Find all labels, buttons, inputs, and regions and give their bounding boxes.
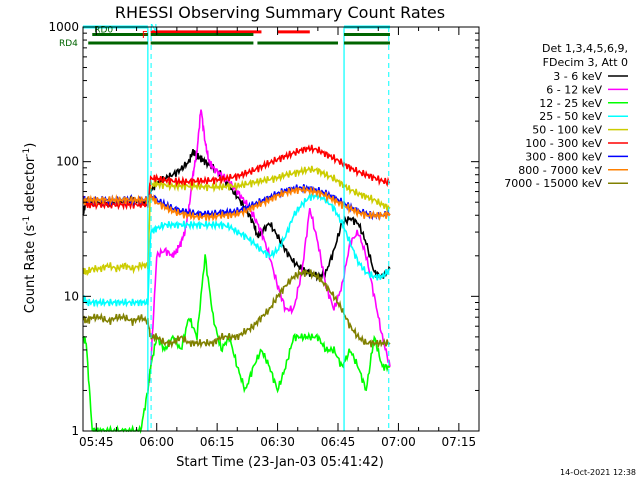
series-line-25-50-kev [82, 191, 391, 308]
y-axis-label-sup2: -1 [22, 148, 32, 157]
y-axis-label-mid: detector [23, 156, 38, 216]
y-axis: 1 10 100 1000 [48, 20, 479, 438]
series-line-50-100-kev [82, 165, 391, 276]
rd0-flag-label: RD0 [94, 25, 113, 35]
y-tick-label: 100 [56, 155, 79, 169]
series-line-6-12-kev [147, 109, 391, 391]
x-axis: 05:45 06:00 06:15 06:30 06:45 07:00 07:15 [79, 27, 480, 449]
legend-entry-label: 6 - 12 keV [546, 83, 602, 96]
legend-entry-label: 12 - 25 keV [539, 97, 602, 110]
chart-title: RHESSI Observing Summary Count Rates [115, 3, 445, 22]
series-line-100-300-kev [82, 144, 391, 211]
series-line-800-7000-kev [82, 186, 391, 223]
legend: Det 1,3,4,5,6,9, FDecim 3, Att 0 3 - 6 k… [504, 42, 628, 190]
legend-entry-label: 7000 - 15000 keV [504, 177, 602, 190]
legend-entry-label: 100 - 300 keV [525, 137, 602, 150]
legend-entry-label: 800 - 7000 keV [518, 164, 602, 177]
legend-entry-label: 25 - 50 keV [539, 110, 602, 123]
n-flag-label: N [150, 23, 157, 34]
x-tick-label: 06:15 [200, 435, 235, 449]
x-axis-label: Start Time (23-Jan-03 05:41:42) [176, 455, 384, 470]
timestamp: 14-Oct-2021 12:38 [560, 468, 636, 477]
series-line-7000-15000-kev [82, 268, 391, 350]
f-flag-label: F [142, 30, 148, 41]
y-tick-label: 1 [71, 424, 79, 438]
x-tick-label: 06:45 [321, 435, 356, 449]
legend-header-line1: Det 1,3,4,5,6,9, [542, 42, 628, 55]
y-axis-label: Count Rate (s-1 detector-1) [22, 143, 38, 314]
y-axis-label-main: Count Rate (s [23, 225, 38, 314]
x-tick-label: 06:30 [260, 435, 295, 449]
series-layer [82, 109, 391, 434]
y-axis-label-sup1: -1 [22, 216, 32, 225]
legend-header-line2: FDecim 3, Att 0 [543, 56, 628, 69]
legend-entry-label: 300 - 800 keV [525, 150, 602, 163]
legend-entry-label: 3 - 6 keV [553, 70, 602, 83]
x-tick-label: 05:45 [79, 435, 114, 449]
plot-frame [82, 26, 480, 432]
legend-entry-label: 50 - 100 keV [532, 124, 602, 137]
x-tick-label: 07:15 [442, 435, 477, 449]
x-tick-label: 06:00 [139, 435, 174, 449]
rd4-flag-label: RD4 [59, 39, 78, 49]
series-line-12-25-kev [82, 254, 391, 434]
y-tick-label: 10 [64, 289, 79, 303]
y-axis-label-end: ) [23, 143, 38, 148]
x-tick-label: 07:00 [381, 435, 416, 449]
y-tick-label: 1000 [48, 20, 79, 34]
